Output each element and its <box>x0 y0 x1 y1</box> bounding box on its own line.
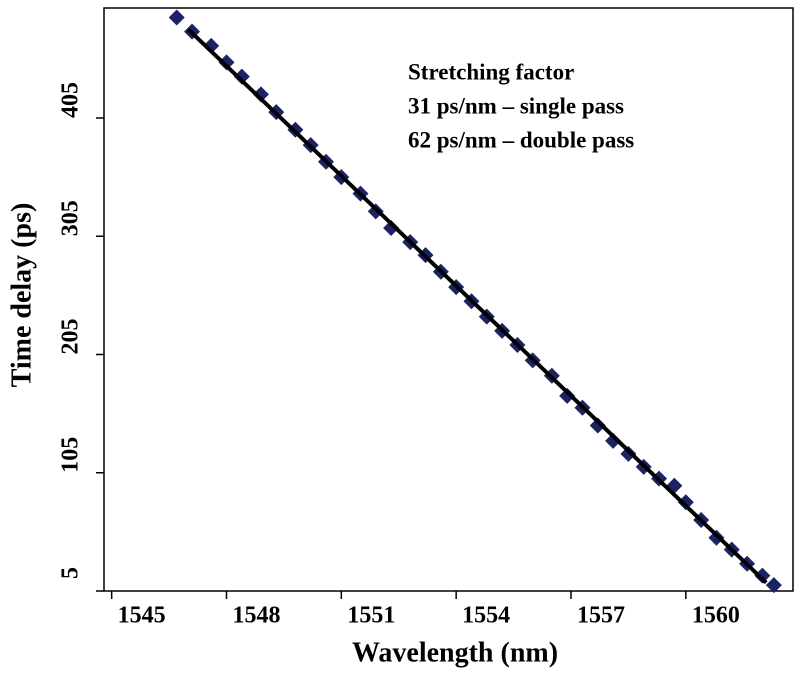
y-tick-label: 405 <box>58 82 84 118</box>
y-tick-label: 305 <box>58 200 84 236</box>
annotation: 31 ps/nm – single pass <box>408 93 624 118</box>
data-point <box>383 219 400 236</box>
data-point <box>765 577 782 594</box>
data-point <box>620 445 637 462</box>
data-point <box>605 432 622 449</box>
x-tick-label: 1551 <box>347 603 395 629</box>
y-tick-label: 205 <box>58 318 84 354</box>
data-point <box>559 387 576 404</box>
y-tick-label: 5 <box>58 567 84 579</box>
annotation: 62 ps/nm – double pass <box>408 127 634 152</box>
annotation: Stretching factor <box>408 59 574 84</box>
x-tick-label: 1557 <box>577 603 625 629</box>
data-point <box>754 567 771 584</box>
x-tick-label: 1545 <box>118 603 166 629</box>
x-tick-label: 1548 <box>232 603 280 629</box>
fit-line <box>186 27 768 585</box>
data-point <box>168 9 185 26</box>
data-point <box>233 68 250 85</box>
data-point <box>589 417 606 434</box>
y-tick-label: 105 <box>58 437 84 473</box>
y-axis-title: Time delay (ps) <box>6 203 37 388</box>
x-tick-label: 1560 <box>692 603 740 629</box>
data-point <box>218 54 235 71</box>
data-point <box>252 86 269 103</box>
plot-frame <box>103 7 794 592</box>
data-point <box>677 494 694 511</box>
x-axis-title: Wavelength (nm) <box>352 637 558 668</box>
x-tick-label: 1554 <box>462 603 510 629</box>
